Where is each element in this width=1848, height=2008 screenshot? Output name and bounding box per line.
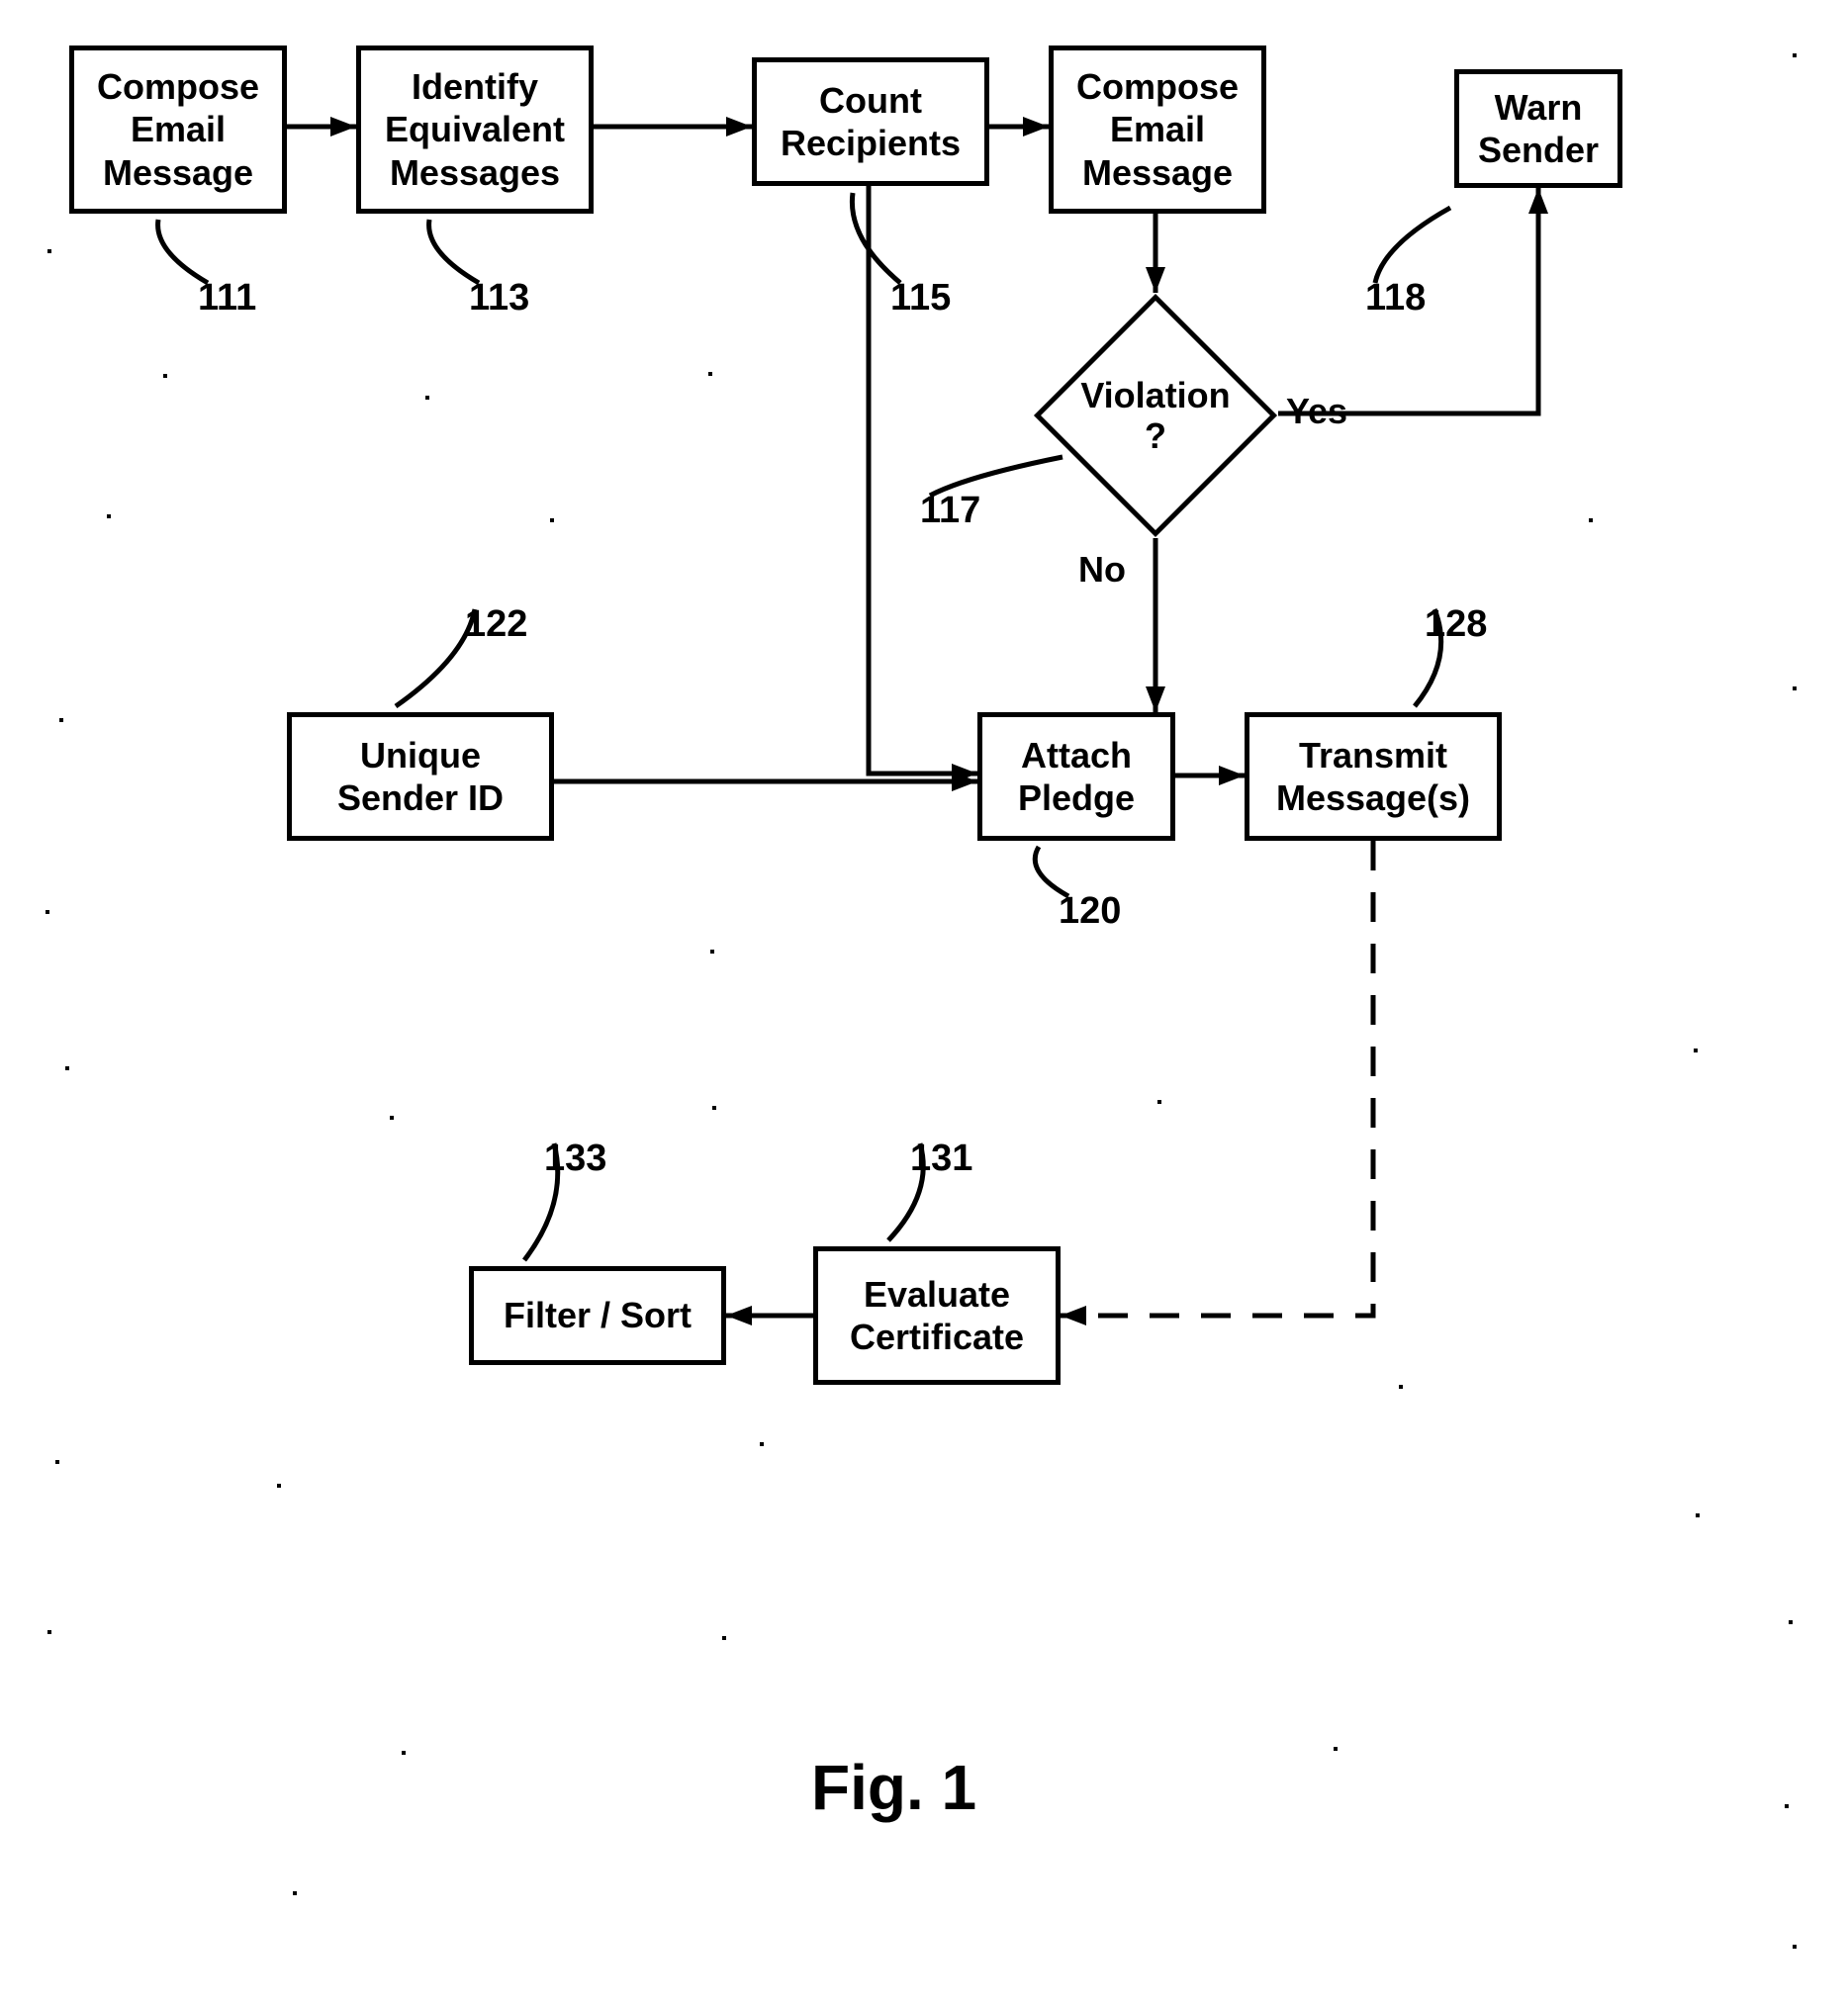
artifact-dot [760,1442,764,1446]
diamond-text: Violation? [1069,329,1242,502]
edge-label-no: No [1078,549,1126,591]
flowchart-canvas: Fig. 1 ComposeEmailMessage IdentifyEquiva… [0,0,1848,2008]
artifact-dot [1785,1804,1789,1808]
edge-label-yes: Yes [1286,391,1347,432]
artifact-dot [712,1106,716,1110]
artifact-dot [59,718,63,722]
artifact-dot [1694,1049,1698,1052]
artifact-dot [550,518,554,522]
artifact-dot [47,249,51,253]
artifact-dot [46,910,49,914]
artifact-dot [710,950,714,954]
flow-node-n122: UniqueSender ID [287,712,554,841]
ref-label-l133: 133 [544,1138,606,1180]
figure-caption: Fig. 1 [811,1751,976,1824]
artifact-dot [1157,1100,1161,1104]
decision-d117: Violation? [1069,329,1242,502]
ref-label-l111: 111 [198,277,256,319]
ref-label-l118: 118 [1365,277,1426,319]
flow-node-n118: WarnSender [1454,69,1622,188]
flow-node-n115: CountRecipients [752,57,989,186]
artifact-dot [1334,1747,1338,1751]
artifact-dot [107,514,111,518]
artifact-dot [1793,686,1797,690]
artifact-dot [425,396,429,400]
ref-label-l117: 117 [920,490,980,532]
artifact-dot [1589,518,1593,522]
ref-label-l113: 113 [469,277,529,319]
artifact-dot [1793,53,1797,57]
flow-node-n113: IdentifyEquivalentMessages [356,46,594,214]
ref-label-l120: 120 [1059,890,1121,933]
artifact-dot [1399,1385,1403,1389]
artifact-dot [390,1116,394,1120]
artifact-dot [1789,1620,1793,1624]
artifact-dot [1793,1945,1797,1949]
ref-label-l131: 131 [910,1138,972,1180]
flow-node-n133: Filter / Sort [469,1266,726,1365]
artifact-dot [708,372,712,376]
artifact-dot [55,1460,59,1464]
artifact-dot [47,1630,51,1634]
flow-node-n116: ComposeEmailMessage [1049,46,1266,214]
ref-label-l128: 128 [1425,603,1487,646]
artifact-dot [293,1891,297,1895]
ref-label-l122: 122 [465,603,527,646]
artifact-dot [722,1636,726,1640]
flow-node-n120: AttachPledge [977,712,1175,841]
artifact-dot [65,1066,69,1070]
flow-node-n111: ComposeEmailMessage [69,46,287,214]
flow-node-n131: EvaluateCertificate [813,1246,1061,1385]
ref-label-l115: 115 [890,277,951,319]
flow-node-n128: TransmitMessage(s) [1245,712,1502,841]
artifact-dot [1696,1513,1700,1517]
artifact-dot [163,374,167,378]
artifact-dot [402,1751,406,1755]
artifact-dot [277,1484,281,1488]
